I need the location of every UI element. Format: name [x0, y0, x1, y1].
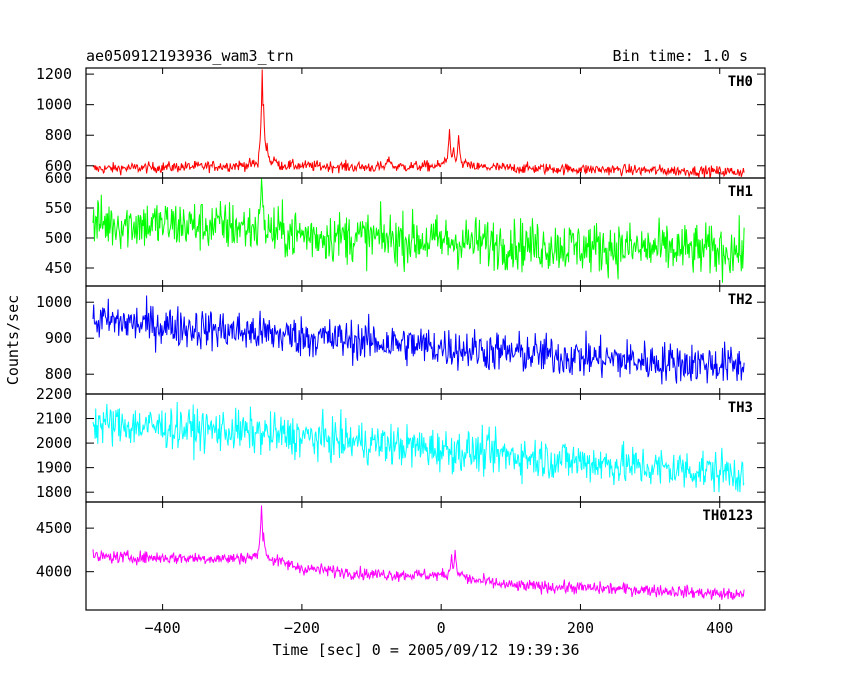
y-tick-label: 1900	[36, 459, 72, 477]
panel-frame	[85, 67, 766, 179]
panel-th3: 1800 1900 2000 2100 2200 TH3	[36, 385, 766, 503]
panel-th2: 800 900 1000 TH2	[36, 285, 766, 395]
y-tick-label: 1000	[36, 96, 72, 114]
y-tick-label: 800	[45, 365, 72, 383]
y-tick-label: 1800	[36, 483, 72, 501]
panel-label-th3: TH3	[728, 400, 753, 416]
x-tick-label: 0	[437, 619, 446, 637]
panels-group: 600 800 1000 1200 TH0 450 500 550 600 TH1 800 900 10…	[36, 65, 766, 637]
x-axis-title: Time [sec] 0 = 2005/09/12 19:39:36	[272, 641, 579, 659]
series-line-th1	[92, 177, 745, 283]
y-tick-label: 4500	[36, 519, 72, 537]
panel-th0123: 4000 4500 TH0123	[36, 501, 766, 611]
series-line-th3	[92, 401, 745, 493]
y-tick-label: 2100	[36, 410, 72, 428]
x-tick-label: 400	[706, 619, 733, 637]
y-tick-label: 800	[45, 126, 72, 144]
series-line-th0123	[92, 505, 745, 600]
bin-time-label: Bin time: 1.0 s	[613, 47, 748, 65]
panel-label-th2: TH2	[728, 292, 753, 308]
panel-label-th0123: TH0123	[702, 508, 753, 524]
y-tick-label: 500	[45, 229, 72, 247]
y-tick-label: 2000	[36, 434, 72, 452]
y-tick-label: 1200	[36, 65, 72, 83]
x-tick-label: −200	[284, 619, 320, 637]
y-tick-label: 450	[45, 259, 72, 277]
series-line-th2	[92, 295, 745, 385]
y-tick-label: 900	[45, 329, 72, 347]
panel-th1: 450 500 550 600 TH1	[45, 169, 766, 287]
x-tick-label: −400	[145, 619, 181, 637]
y-tick-label: 550	[45, 199, 72, 217]
y-tick-label: 600	[45, 157, 72, 175]
y-axis-title: Counts/sec	[4, 295, 22, 385]
y-tick-label: 4000	[36, 563, 72, 581]
panel-th0: 600 800 1000 1200 TH0	[36, 65, 766, 179]
y-tick-label: 600	[45, 169, 72, 187]
series-line-th0	[92, 69, 745, 179]
panel-frame	[85, 501, 766, 611]
panel-label-th1: TH1	[728, 184, 753, 200]
y-tick-label: 2200	[36, 385, 72, 403]
panel-label-th0: TH0	[728, 74, 753, 90]
chart-title: ae050912193936_wam3_trn	[86, 47, 294, 65]
x-tick-label: 200	[567, 619, 594, 637]
y-tick-label: 1000	[36, 293, 72, 311]
